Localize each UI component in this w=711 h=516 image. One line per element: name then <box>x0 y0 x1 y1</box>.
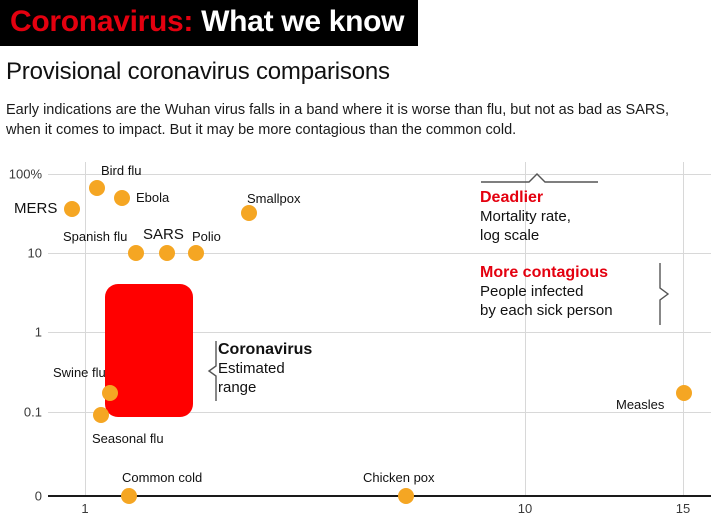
data-label-ebola: Ebola <box>136 190 170 205</box>
banner-kicker: Coronavirus: <box>10 5 194 38</box>
contagious-annotation-line1: People infected <box>480 283 584 300</box>
y-tick-label-1: 1 <box>34 324 42 340</box>
data-label-common-cold: Common cold <box>122 470 203 485</box>
y-tick-label-0-1: 0.1 <box>23 404 42 420</box>
data-label-mers: MERS <box>14 200 58 217</box>
x-tick-label-10: 10 <box>517 501 533 516</box>
gridline-x-1 <box>85 162 86 496</box>
contagious-annotation-title: More contagious <box>480 264 609 281</box>
gridline-y-0.1 <box>48 412 711 413</box>
data-point-bird-flu[interactable] <box>89 180 105 196</box>
scatter-chart: 100% 10 1 0.1 0 1 10 15 MERS Bird flu Eb… <box>0 150 711 516</box>
data-label-measles: Measles <box>616 397 665 412</box>
deadlier-annotation: Deadlier Mortality rate, log scale <box>480 188 571 245</box>
data-label-sars: SARS <box>143 226 184 243</box>
deadlier-annotation-line1: Mortality rate, <box>480 208 571 225</box>
header-banner: Coronavirus: What we know <box>0 0 419 46</box>
data-point-sars[interactable] <box>159 245 175 261</box>
data-point-mers[interactable] <box>64 201 80 217</box>
page-title: Provisional coronavirus comparisons <box>6 58 390 85</box>
gridline-y-10 <box>48 253 711 254</box>
y-tick-label-0: 0 <box>34 488 42 504</box>
x-tick-label-15: 15 <box>675 501 691 516</box>
coronavirus-range-band <box>105 284 193 417</box>
gridline-y-100 <box>48 174 711 175</box>
y-tick-label-10: 10 <box>27 245 42 261</box>
coronavirus-annotation-line2: range <box>218 379 257 396</box>
standfirst-text: Early indications are the Wuhan virus fa… <box>6 102 670 138</box>
data-point-measles[interactable] <box>676 385 692 401</box>
data-label-smallpox: Smallpox <box>247 191 301 206</box>
deadlier-annotation-title: Deadlier <box>480 189 544 206</box>
data-label-swine-flu: Swine flu <box>53 365 106 380</box>
y-tick-label-100: 100% <box>8 166 42 182</box>
data-point-swine-flu[interactable] <box>102 385 118 401</box>
gridline-x-15 <box>683 162 684 496</box>
coronavirus-bracket-icon <box>206 340 217 402</box>
data-point-common-cold[interactable] <box>121 488 137 504</box>
coronavirus-annotation-line1: Estimated <box>218 360 285 377</box>
deadlier-annotation-line2: log scale <box>480 227 540 244</box>
data-label-chicken-pox: Chicken pox <box>363 470 435 485</box>
banner-title: What we know <box>193 5 405 38</box>
data-label-seasonal-flu: Seasonal flu <box>92 431 164 446</box>
data-point-spanish-flu[interactable] <box>128 245 144 261</box>
contagious-annotation: More contagious People infected by each … <box>480 263 613 320</box>
gridline-x-10 <box>525 162 526 496</box>
x-tick-label-1: 1 <box>81 501 89 516</box>
data-label-bird-flu: Bird flu <box>101 163 142 178</box>
data-label-swine-flu-text: Swine flu <box>53 365 106 380</box>
data-point-smallpox[interactable] <box>241 205 257 221</box>
data-point-seasonal-flu[interactable] <box>93 407 109 423</box>
data-point-ebola[interactable] <box>114 190 130 206</box>
data-point-polio[interactable] <box>188 245 204 261</box>
contagious-bracket-icon <box>658 262 672 326</box>
coronavirus-annotation: Coronavirus Estimated range <box>218 340 312 397</box>
x-axis-line <box>48 495 711 497</box>
data-point-chicken-pox[interactable] <box>398 488 414 504</box>
data-label-polio: Polio <box>192 229 221 244</box>
coronavirus-annotation-title: Coronavirus <box>218 341 313 358</box>
gridline-y-1 <box>48 332 711 333</box>
data-label-spanish-flu: Spanish flu <box>63 229 128 244</box>
deadlier-arrow-icon <box>481 172 599 184</box>
contagious-annotation-line2: by each sick person <box>480 302 613 319</box>
